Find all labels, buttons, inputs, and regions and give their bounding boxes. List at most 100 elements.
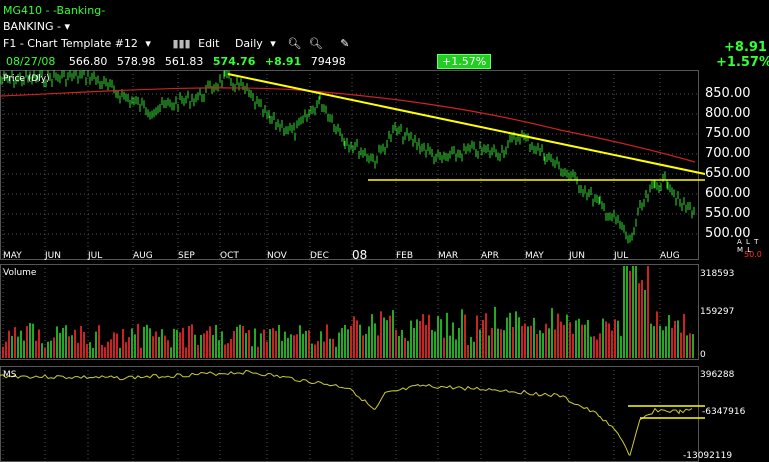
volume-bar	[398, 335, 400, 358]
volume-bar	[281, 340, 283, 358]
volume-bar	[212, 335, 214, 358]
volume-bar	[260, 333, 262, 358]
zoom-in-icon[interactable]: 🔍︎	[287, 37, 302, 50]
volume-bar	[47, 341, 49, 358]
panel-border	[0, 366, 699, 462]
volume-bar	[527, 326, 529, 358]
quote-close: 574.76	[212, 55, 256, 68]
volume-bar	[533, 317, 535, 358]
volume-bar	[80, 326, 82, 358]
volume-bar	[149, 328, 151, 358]
chart-bars-icon[interactable]: ▮▮▮	[172, 37, 191, 50]
volume-bar	[569, 322, 571, 358]
volume-bar	[467, 345, 469, 358]
volume-bar	[461, 309, 463, 358]
volume-bar	[446, 312, 448, 358]
volume-bar	[530, 325, 532, 358]
window-title: MG410 - -Banking-	[3, 4, 106, 17]
volume-bar	[581, 324, 583, 358]
month-label: MAR	[438, 251, 459, 261]
volume-bar	[230, 339, 232, 358]
volume-bar	[368, 326, 370, 358]
volume-bar	[254, 328, 256, 358]
volume-bar	[98, 325, 100, 358]
volume-bar	[614, 319, 616, 358]
volume-bar	[437, 315, 439, 358]
symbol-selector[interactable]: BANKING - ▾	[3, 20, 70, 33]
volume-bar	[164, 335, 166, 358]
volume-bar	[32, 323, 34, 358]
volume-bar	[50, 340, 52, 358]
volume-bar	[143, 326, 145, 358]
side-value: 50.0	[744, 250, 762, 259]
ms-tick: -13092119	[683, 451, 733, 461]
volume-bar	[470, 337, 472, 358]
volume-bar	[257, 346, 259, 358]
volume-bar	[488, 335, 490, 358]
volume-bar	[197, 344, 199, 358]
volume-bar	[428, 314, 430, 358]
volume-bar	[218, 340, 220, 358]
toolbar: F1 - Chart Template #12 ▾ ▮▮▮ Edit Daily…	[3, 37, 353, 50]
volume-bar	[365, 333, 367, 358]
ms-line	[0, 369, 693, 456]
ms-tick: 396288	[700, 370, 735, 380]
volume-bar	[686, 335, 688, 358]
volume-bar	[494, 306, 496, 358]
quote-bar: 08/27/08 566.80 578.98 561.83 574.76 +8.…	[6, 55, 346, 68]
volume-bar	[293, 335, 295, 358]
volume-bar	[200, 334, 202, 358]
period-label: Daily	[234, 37, 263, 50]
volume-bar	[95, 331, 97, 358]
volume-bar	[635, 266, 637, 358]
quote-volume: 79498	[310, 55, 346, 68]
month-label: AUG	[133, 251, 153, 261]
volume-bar	[122, 328, 124, 358]
volume-bar	[392, 310, 394, 358]
month-label: JUL	[614, 251, 629, 261]
price-tick: 500.00	[705, 226, 751, 241]
volume-bar	[44, 347, 46, 358]
volume-bar	[623, 266, 625, 358]
volume-bar	[464, 314, 466, 358]
volume-bar	[248, 330, 250, 358]
volume-bar	[287, 337, 289, 358]
volume-bar	[2, 346, 4, 358]
volume-bar	[656, 311, 658, 358]
volume-bar	[659, 325, 661, 358]
volume-bar	[572, 333, 574, 358]
volume-bar	[275, 330, 277, 358]
volume-bar	[41, 343, 43, 358]
month-label: FEB	[396, 251, 414, 261]
zoom-out-icon[interactable]: 🔍︎	[308, 37, 323, 50]
pen-tool-icon[interactable]: ✎	[340, 37, 350, 50]
chart-canvas[interactable]	[0, 70, 769, 462]
volume-bar	[134, 334, 136, 358]
volume-bar	[8, 330, 10, 358]
price-tick: 650.00	[705, 166, 751, 181]
month-label: APR	[481, 251, 499, 261]
dropdown-icon: ▾	[64, 20, 71, 33]
volume-bar	[641, 280, 643, 358]
volume-bar	[395, 329, 397, 358]
ms-tick: -6347916	[702, 407, 746, 417]
volume-bar	[671, 327, 673, 358]
volume-bar	[434, 331, 436, 358]
volume-bar	[413, 327, 415, 358]
volume-bar	[629, 270, 631, 358]
volume-bar	[263, 329, 265, 358]
volume-bar	[410, 320, 412, 358]
volume-bar	[245, 333, 247, 358]
volume-bar	[323, 341, 325, 358]
volume-bar	[377, 335, 379, 358]
price-panel-label: Price (Dly)	[3, 74, 50, 84]
quote-low: 561.83	[164, 55, 204, 68]
edit-button[interactable]: Edit	[198, 37, 220, 50]
volume-bar	[458, 327, 460, 358]
template-selector[interactable]: F1 - Chart Template #12 ▾	[3, 37, 155, 50]
period-selector[interactable]: Daily ▾	[235, 37, 280, 50]
month-label: MAY	[525, 251, 544, 261]
volume-bar	[152, 336, 154, 358]
volume-bar	[86, 344, 88, 358]
price-tick: 600.00	[705, 186, 751, 201]
